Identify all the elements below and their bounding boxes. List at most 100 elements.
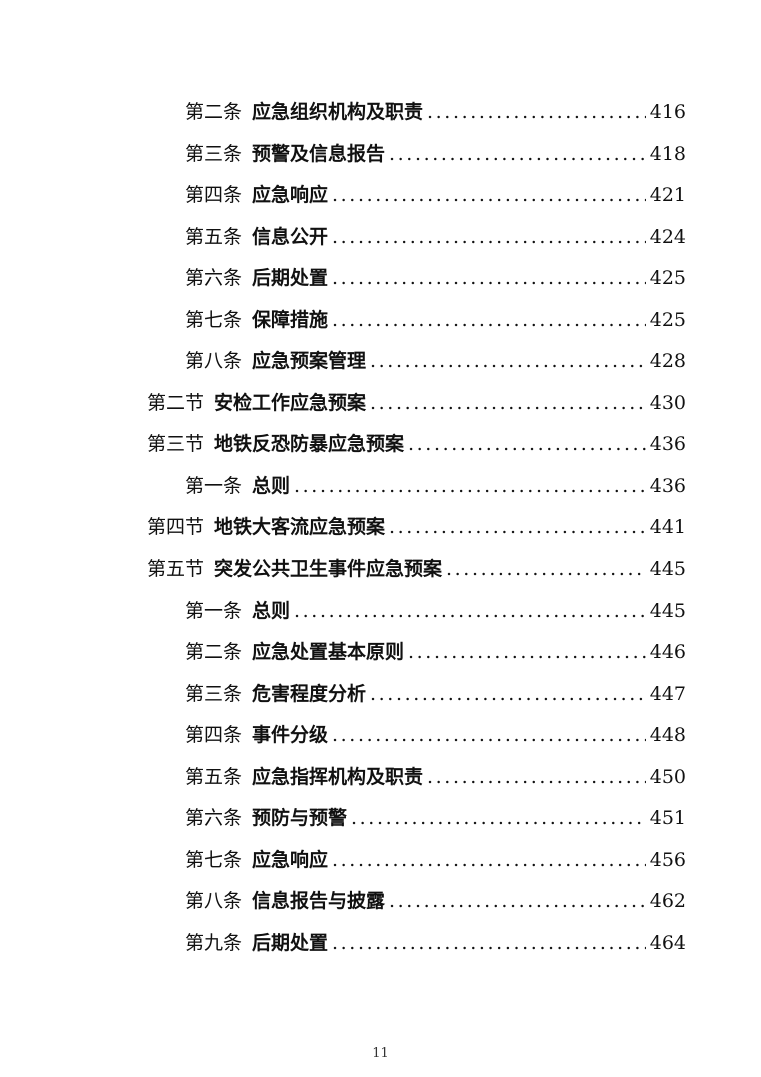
toc-entry[interactable]: 第五节 突发公共卫生事件应急预案 445 — [0, 549, 686, 591]
dot-leader — [351, 798, 646, 840]
toc-entry-label: 第五条 — [185, 225, 243, 248]
dot-leader — [370, 383, 646, 425]
toc-entry-title: 预防与预警 — [252, 807, 348, 830]
toc-entry-label: 第三节 — [147, 433, 205, 456]
toc-entry-label: 第七条 — [185, 308, 243, 331]
toc-entry-label: 第八条 — [185, 890, 243, 913]
dot-leader — [427, 757, 646, 799]
toc-entry-page-number: 448 — [649, 724, 686, 747]
page-footer: 11 — [0, 1046, 761, 1062]
toc-entry-label: 第五节 — [147, 558, 205, 581]
toc-entry-title: 应急指挥机构及职责 — [252, 765, 424, 788]
toc-entry-title: 保障措施 — [252, 308, 329, 331]
toc-entry-label: 第七条 — [185, 848, 243, 871]
toc-entry-page-number: 464 — [649, 931, 686, 954]
page-number: 11 — [372, 1046, 389, 1061]
toc-entry-title: 总则 — [252, 599, 291, 622]
toc-entry-title: 事件分级 — [252, 724, 329, 747]
dot-leader — [427, 92, 646, 134]
dot-leader — [332, 217, 646, 259]
toc-entry-label: 第二条 — [185, 641, 243, 664]
dot-leader — [408, 632, 646, 674]
toc-entry-label: 第三条 — [185, 682, 243, 705]
toc-entry-title: 地铁反恐防暴应急预案 — [214, 433, 405, 456]
dot-leader — [294, 466, 646, 508]
toc-entry-title: 信息报告与披露 — [252, 890, 386, 913]
toc-entry-label: 第六条 — [185, 807, 243, 830]
toc-entry-page-number: 462 — [649, 890, 686, 913]
dot-leader — [332, 175, 646, 217]
dot-leader — [332, 715, 646, 757]
toc-entry[interactable]: 第九条 后期处置 464 — [0, 923, 686, 965]
toc-entry-title: 后期处置 — [252, 267, 329, 290]
dot-leader — [446, 549, 646, 591]
toc-entry-label: 第四节 — [147, 516, 205, 539]
toc-entry-label: 第一条 — [185, 599, 243, 622]
toc-entry[interactable]: 第六条 预防与预警 451 — [0, 798, 686, 840]
toc-entry[interactable]: 第六条 后期处置 425 — [0, 258, 686, 300]
dot-leader — [332, 258, 646, 300]
toc-entry-page-number: 447 — [649, 682, 686, 705]
dot-leader — [389, 507, 646, 549]
toc-entry[interactable]: 第三节 地铁反恐防暴应急预案 436 — [0, 424, 686, 466]
toc-entry-page-number: 428 — [649, 350, 686, 373]
toc-entry[interactable]: 第五条 信息公开 424 — [0, 217, 686, 259]
toc-entry-title: 危害程度分析 — [252, 682, 367, 705]
toc-entry-title: 应急组织机构及职责 — [252, 101, 424, 123]
toc-entry[interactable]: 第五条 应急指挥机构及职责 450 — [0, 757, 686, 799]
toc-entry-label: 第八条 — [185, 350, 243, 373]
dot-leader — [332, 923, 646, 965]
dot-leader — [294, 591, 646, 633]
toc-entry-label: 第四条 — [185, 184, 243, 207]
toc-entry-title: 信息公开 — [252, 225, 329, 248]
toc-entry[interactable]: 第二节 安检工作应急预案 430 — [0, 383, 686, 425]
toc-entry[interactable]: 第七条 保障措施 425 — [0, 300, 686, 342]
toc-entry[interactable]: 第二条 应急组织机构及职责 416 — [0, 92, 686, 134]
toc-entry[interactable]: 第三条 危害程度分析 447 — [0, 674, 686, 716]
table-of-contents: 第二条 应急组织机构及职责 416 第三条 预警及信息报告 418 第四条 应急… — [0, 92, 686, 964]
dot-leader — [389, 134, 646, 176]
toc-entry[interactable]: 第一条 总则 436 — [0, 466, 686, 508]
toc-entry-page-number: 436 — [649, 433, 686, 456]
toc-entry-title: 后期处置 — [252, 931, 329, 954]
toc-entry-page-number: 446 — [649, 641, 686, 664]
dot-leader — [370, 674, 646, 716]
toc-entry-label: 第三条 — [185, 142, 243, 165]
toc-entry-page-number: 421 — [649, 184, 686, 207]
dot-leader — [370, 341, 646, 383]
toc-entry-page-number: 425 — [649, 267, 686, 290]
toc-entry-title: 总则 — [252, 474, 291, 497]
dot-leader — [332, 300, 646, 342]
toc-entry-page-number: 424 — [649, 225, 686, 248]
toc-entry-title: 预警及信息报告 — [252, 142, 386, 165]
toc-entry[interactable]: 第八条 信息报告与披露 462 — [0, 881, 686, 923]
dot-leader — [389, 881, 646, 923]
toc-entry-title: 应急响应 — [252, 848, 329, 871]
toc-entry[interactable]: 第八条 应急预案管理 428 — [0, 341, 686, 383]
toc-entry[interactable]: 第三条 预警及信息报告 418 — [0, 134, 686, 176]
toc-entry-title: 突发公共卫生事件应急预案 — [214, 558, 443, 581]
toc-entry-label: 第二节 — [147, 391, 205, 414]
toc-entry-page-number: 445 — [649, 558, 686, 581]
toc-entry[interactable]: 第七条 应急响应 456 — [0, 840, 686, 882]
toc-entry-page-number: 418 — [649, 142, 686, 165]
toc-entry-title: 应急预案管理 — [252, 350, 367, 373]
toc-entry[interactable]: 第四节 地铁大客流应急预案 441 — [0, 507, 686, 549]
toc-entry-title: 应急响应 — [252, 184, 329, 207]
toc-entry[interactable]: 第四条 应急响应 421 — [0, 175, 686, 217]
toc-entry-page-number: 425 — [649, 308, 686, 331]
dot-leader — [332, 840, 646, 882]
toc-entry-title: 地铁大客流应急预案 — [214, 516, 386, 539]
toc-entry-label: 第九条 — [185, 931, 243, 954]
toc-entry-page-number: 451 — [649, 807, 686, 830]
toc-entry[interactable]: 第四条 事件分级 448 — [0, 715, 686, 757]
toc-entry-page-number: 416 — [649, 101, 686, 123]
toc-entry[interactable]: 第二条 应急处置基本原则 446 — [0, 632, 686, 674]
toc-entry-page-number: 436 — [649, 474, 686, 497]
toc-entry[interactable]: 第一条 总则 445 — [0, 591, 686, 633]
dot-leader — [408, 424, 646, 466]
toc-entry-page-number: 430 — [649, 391, 686, 414]
toc-entry-label: 第四条 — [185, 724, 243, 747]
toc-entry-page-number: 445 — [649, 599, 686, 622]
